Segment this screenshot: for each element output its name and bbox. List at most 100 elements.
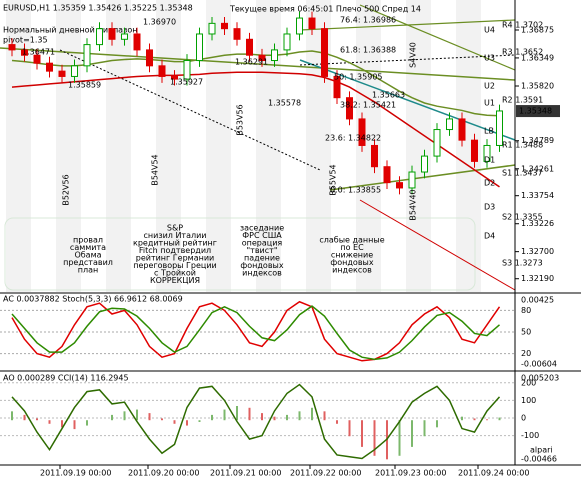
candle-body [121, 33, 128, 40]
chart-label: D2 [484, 179, 495, 188]
last-price-label: 1.35348 [519, 107, 552, 116]
ao-bar [436, 420, 438, 428]
chart-label: 0.0: 1.33855 [330, 186, 381, 195]
chart-label: 61.8: 1.36388 [340, 46, 396, 55]
note-line: падение [244, 254, 280, 263]
chart-label: U3 [484, 54, 495, 63]
ao-bar [348, 420, 351, 437]
candle-body [96, 28, 103, 46]
ao-bar [336, 420, 338, 424]
ao-bar [361, 420, 363, 447]
ao-bar [36, 418, 38, 421]
candle-body [146, 49, 153, 67]
y-tick-label: 1.34789 [521, 136, 554, 145]
ao-bar [311, 407, 313, 421]
ao-bar [486, 419, 488, 421]
y-tick-label: 100 [521, 396, 536, 405]
y-tick-label: -100 [521, 431, 539, 440]
candle-body [108, 28, 116, 40]
candle-body [408, 171, 416, 189]
note-line: с Тройкой [154, 269, 196, 278]
scale-label: -0.00604 [521, 360, 557, 369]
chart-label: B54V40 [409, 189, 418, 220]
candle-body [83, 44, 91, 67]
chart-label: B55V54 [329, 164, 338, 195]
note-line: индексов [242, 269, 282, 278]
notes-frame [4, 217, 476, 291]
y-tick-label: 200 [521, 378, 536, 387]
y-tick-label: 20 [521, 349, 531, 358]
y-tick-label: 1.35820 [521, 82, 554, 91]
y-tick-label: 1.36875 [521, 25, 554, 34]
ao-bar [373, 420, 376, 456]
x-tick-label: 2011.09.19 00:00 [40, 469, 111, 478]
moving-average [11, 71, 500, 188]
chart-label: R4 1.3702 [502, 21, 543, 30]
panel-title: AC 0.0037882 Stoch(5,3,3) 66.9612 68.006… [3, 295, 183, 304]
chart-label: LB [484, 127, 494, 136]
note-line: снижение [331, 251, 373, 260]
session-band [106, 0, 131, 292]
ao-bar [111, 414, 113, 421]
x-tick-label: 2011.09.23 00:00 [375, 469, 446, 478]
session-band [406, 0, 431, 292]
ao-bar [11, 411, 13, 421]
chart-label: U4 [484, 26, 495, 35]
note-line: заседание [240, 224, 284, 233]
candle-body [433, 129, 441, 157]
candle-body [271, 49, 278, 62]
candle-body [421, 155, 428, 173]
ao-bar [261, 413, 263, 421]
candle-body [133, 33, 141, 51]
candle-body [258, 54, 266, 62]
ao-bar [86, 420, 88, 426]
note-line: слабые данные [319, 236, 384, 245]
ao-bar [323, 411, 326, 421]
moving-average [11, 50, 500, 117]
ao-bar [23, 414, 26, 421]
session-band [206, 0, 231, 292]
candle-body [383, 166, 391, 184]
candle-body [358, 118, 366, 146]
candle-body [346, 97, 353, 120]
ao-bar [423, 420, 426, 437]
x-tick-label: 2011.09.24 00:00 [458, 469, 529, 478]
trend-line [329, 164, 516, 191]
y-tick-label: 1.33754 [521, 191, 554, 200]
chart-label: S2 1.3355 [502, 213, 543, 222]
chart-label: S3 1.3273 [502, 259, 543, 268]
ao-bar [211, 414, 213, 421]
chart-label: R2 1.3591 [502, 96, 543, 105]
ao-bar [123, 411, 126, 421]
candle-body [233, 28, 241, 40]
candle-body [158, 65, 166, 77]
note-line: провал [73, 236, 103, 245]
candle-body [71, 65, 78, 77]
candle-body [458, 118, 466, 141]
chart-title: EURUSD,H1 1.35359 1.35426 1.35225 1.3534… [3, 4, 193, 13]
scale-label: 0.005203 [521, 374, 559, 383]
note-line: S&P [167, 224, 183, 233]
ao-bar [73, 420, 76, 430]
candle-body [396, 182, 403, 189]
session-band [156, 0, 181, 292]
scale-label: -0.00466 [521, 455, 557, 464]
candle-body [371, 144, 378, 168]
ao-bar [398, 420, 401, 456]
note-line: представил [63, 258, 113, 267]
chart-label: B52V56 [62, 174, 71, 205]
pivot-note: pivot=1.35 [3, 36, 48, 45]
candle-body [183, 60, 191, 80]
y-tick-label: 1.32190 [521, 274, 554, 283]
candle-body [46, 62, 53, 72]
trend-line [359, 4, 516, 71]
note-line: Обама [74, 251, 101, 260]
chart-label: B54V54 [151, 154, 160, 185]
ao-bar [473, 418, 476, 421]
chart-label: B53V56 [236, 104, 245, 135]
x-tick-label: 2011.09.21 00:00 [210, 469, 281, 478]
ao-bar [48, 420, 51, 424]
note-line: саммита [70, 243, 106, 252]
ao-bar [248, 407, 251, 421]
note-line: рейтинг Германии [136, 254, 214, 263]
